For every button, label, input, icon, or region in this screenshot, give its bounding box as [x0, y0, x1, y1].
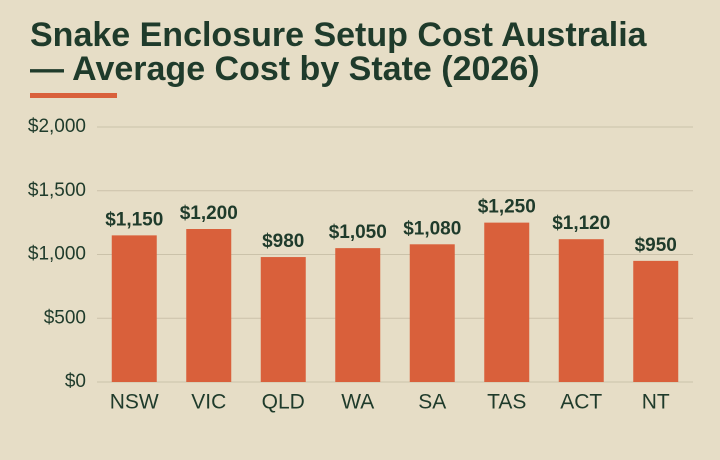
- x-tick-label: ACT: [560, 391, 602, 414]
- value-label: $1,080: [403, 218, 461, 239]
- bar: [484, 222, 530, 382]
- value-label: $1,050: [329, 222, 387, 243]
- x-tick-label: NT: [642, 391, 670, 414]
- bar: [409, 244, 455, 382]
- x-tick-label: SA: [418, 391, 446, 414]
- bar: [335, 248, 381, 382]
- bar: [633, 260, 679, 382]
- x-tick-label: TAS: [487, 391, 526, 414]
- value-label: $1,250: [478, 197, 536, 218]
- value-label: $1,200: [180, 203, 238, 224]
- bar: [260, 257, 306, 382]
- x-tick-label: QLD: [262, 391, 305, 414]
- bar: [558, 239, 604, 382]
- value-label: $950: [635, 235, 677, 256]
- y-tick-label: $2,000: [28, 116, 86, 137]
- x-tick-label: NSW: [110, 391, 159, 414]
- bar: [186, 229, 232, 382]
- value-label: $980: [262, 231, 304, 252]
- value-label: $1,150: [105, 209, 163, 230]
- chart-title: Snake Enclosure Setup Cost Australia — A…: [30, 16, 647, 88]
- x-tick-label: VIC: [191, 391, 226, 414]
- y-tick-label: $0: [65, 371, 86, 392]
- x-tick-label: WA: [341, 391, 374, 414]
- y-tick-label: $500: [44, 307, 86, 328]
- y-tick-label: $1,500: [28, 180, 86, 201]
- value-label: $1,120: [552, 213, 610, 234]
- y-tick-label: $1,000: [28, 244, 86, 265]
- title-accent: [30, 93, 117, 98]
- bar: [111, 235, 157, 382]
